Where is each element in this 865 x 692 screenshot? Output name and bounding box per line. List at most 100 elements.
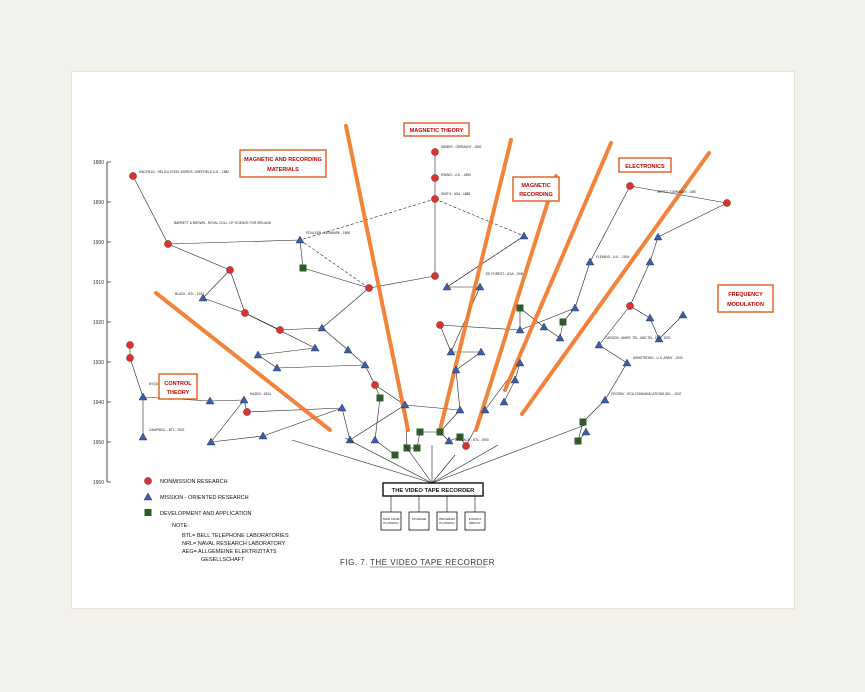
figure-paper	[72, 72, 794, 608]
connection-line	[321, 327, 349, 351]
connection-line	[349, 404, 406, 441]
legend: NONMISSION RESEARCH MISSION - ORIENTED R…	[143, 477, 289, 563]
dashed-connection-line	[299, 239, 370, 289]
connection-line	[582, 399, 606, 423]
label-text: MODULATION	[727, 302, 764, 308]
year-tick-label: 1880	[93, 160, 104, 166]
title-box-text: THE VIDEO TAPE RECORDER	[392, 488, 475, 494]
label-electronics: ELECTRONICS	[618, 157, 672, 173]
node-caption: SMITH - USA - 1888	[441, 192, 470, 196]
mission-oriented-research-node	[239, 395, 249, 404]
connection-line	[257, 347, 316, 356]
connection-line	[439, 324, 452, 353]
mission-oriented-research-node	[451, 365, 461, 374]
nonmission-research-node	[462, 442, 470, 450]
connection-line	[439, 409, 461, 433]
development-application-node	[391, 451, 399, 459]
node-captions: HADFIELD - HELICA STEEL WORKS, SHEFFIELD…	[139, 145, 697, 442]
nonmission-research-node	[431, 148, 439, 156]
nonmission-research-node	[365, 284, 373, 292]
development-application-node	[516, 304, 524, 312]
connection-line	[519, 307, 576, 331]
mission-oriented-research-node	[446, 347, 456, 356]
mission-oriented-research-node	[476, 347, 486, 356]
nonmission-research-node	[723, 199, 731, 207]
dashed-connection-line	[434, 198, 525, 237]
nonmission-research-node	[436, 321, 444, 329]
nonmission-research-node	[226, 266, 234, 274]
sub-box-label: PLANNING	[383, 521, 399, 525]
connection-line	[574, 261, 591, 309]
figure-caption: FIG. 7. THE VIDEO TAPE RECORDER	[340, 558, 495, 568]
year-tick-label: 1910	[93, 280, 104, 286]
connection-line	[302, 267, 370, 289]
development-application-node	[413, 444, 421, 452]
mission-oriented-research-node	[594, 340, 604, 349]
sub-box-label: INSTANT	[469, 517, 482, 521]
connection-line	[210, 399, 245, 443]
nonmission-research-node	[164, 240, 172, 248]
dashed-connection-lines	[299, 198, 525, 289]
legend-mission-label: MISSION - ORIENTED RESEARCH	[160, 495, 249, 501]
sub-box-label: PLANNING	[439, 521, 455, 525]
year-tick-label: 1920	[93, 320, 104, 326]
connection-line	[229, 269, 246, 314]
node-caption: EWING - U.K. - 1890	[441, 173, 471, 177]
mission-oriented-research-node	[519, 231, 529, 240]
nonmission-marker	[144, 477, 152, 485]
mission-oriented-research-node	[455, 405, 465, 414]
connection-line	[202, 269, 231, 299]
node-caption: POULSEN - DENMARK - 1898	[306, 231, 350, 235]
label-text: MAGNETIC AND RECORDING	[244, 157, 322, 163]
mission-oriented-research-node	[515, 358, 525, 367]
nonmission-research-node	[241, 309, 249, 317]
mission-oriented-research-node	[678, 310, 688, 319]
mission-oriented-research-node	[581, 427, 591, 436]
mission-oriented-research-node	[138, 432, 148, 441]
mission-oriented-research-node	[622, 358, 632, 367]
label-magnetic-recording: MAGNETIC RECORDING	[512, 176, 560, 202]
mission-oriented-research-node	[360, 360, 370, 369]
orange-highlight-strokes	[154, 124, 711, 432]
mission-marker	[143, 492, 153, 501]
label-text: RECORDING	[519, 192, 553, 198]
highlight-stroke	[474, 174, 558, 432]
mission-oriented-research-node	[570, 303, 580, 312]
mission-oriented-research-node	[444, 436, 454, 445]
node-caption: WALLACE - BTL - 1950	[455, 438, 489, 442]
nonmission-research-node	[129, 172, 137, 180]
dashed-connection-line	[299, 198, 436, 241]
mission-oriented-research-node	[205, 396, 215, 405]
node-caption: HADFIELD - HELICA STEEL WORKS, SHEFFIELD…	[139, 170, 229, 174]
connection-line	[209, 399, 245, 402]
dashed-connection-line	[446, 235, 525, 288]
connection-line	[129, 357, 144, 398]
connection-line	[649, 317, 660, 340]
year-tick-label: 1900	[93, 240, 104, 246]
mission-oriented-research-node	[645, 313, 655, 322]
diagram-nodes	[126, 148, 731, 459]
development-application-node	[299, 264, 307, 272]
node-caption: CAMPBELL - BTL - 1922	[149, 428, 185, 432]
connection-line	[210, 435, 264, 443]
mission-oriented-research-node	[442, 282, 452, 291]
connection-line	[519, 307, 545, 328]
legend-note-title: NOTE:	[172, 523, 189, 529]
convergence-lines	[291, 424, 586, 484]
development-application-node	[436, 428, 444, 436]
node-caption: HAZEN - 1934	[250, 392, 271, 396]
connection-line	[658, 314, 684, 340]
node-caption: FLEMING - U.K. - 1904	[596, 255, 629, 259]
mission-oriented-research-node	[317, 323, 327, 332]
connection-line	[598, 305, 631, 346]
mission-oriented-research-node	[480, 405, 490, 414]
label-text: FREQUENCY	[728, 292, 763, 298]
label-text: ELECTRONICS	[625, 164, 665, 170]
mission-oriented-research-node	[539, 322, 549, 331]
label-text: THEORY	[167, 390, 190, 396]
output-sub-box	[408, 511, 430, 531]
mission-oriented-research-node	[653, 232, 663, 241]
nonmission-research-node	[431, 174, 439, 182]
legend-development-label: DEVELOPMENT AND APPLICATION	[160, 511, 252, 517]
